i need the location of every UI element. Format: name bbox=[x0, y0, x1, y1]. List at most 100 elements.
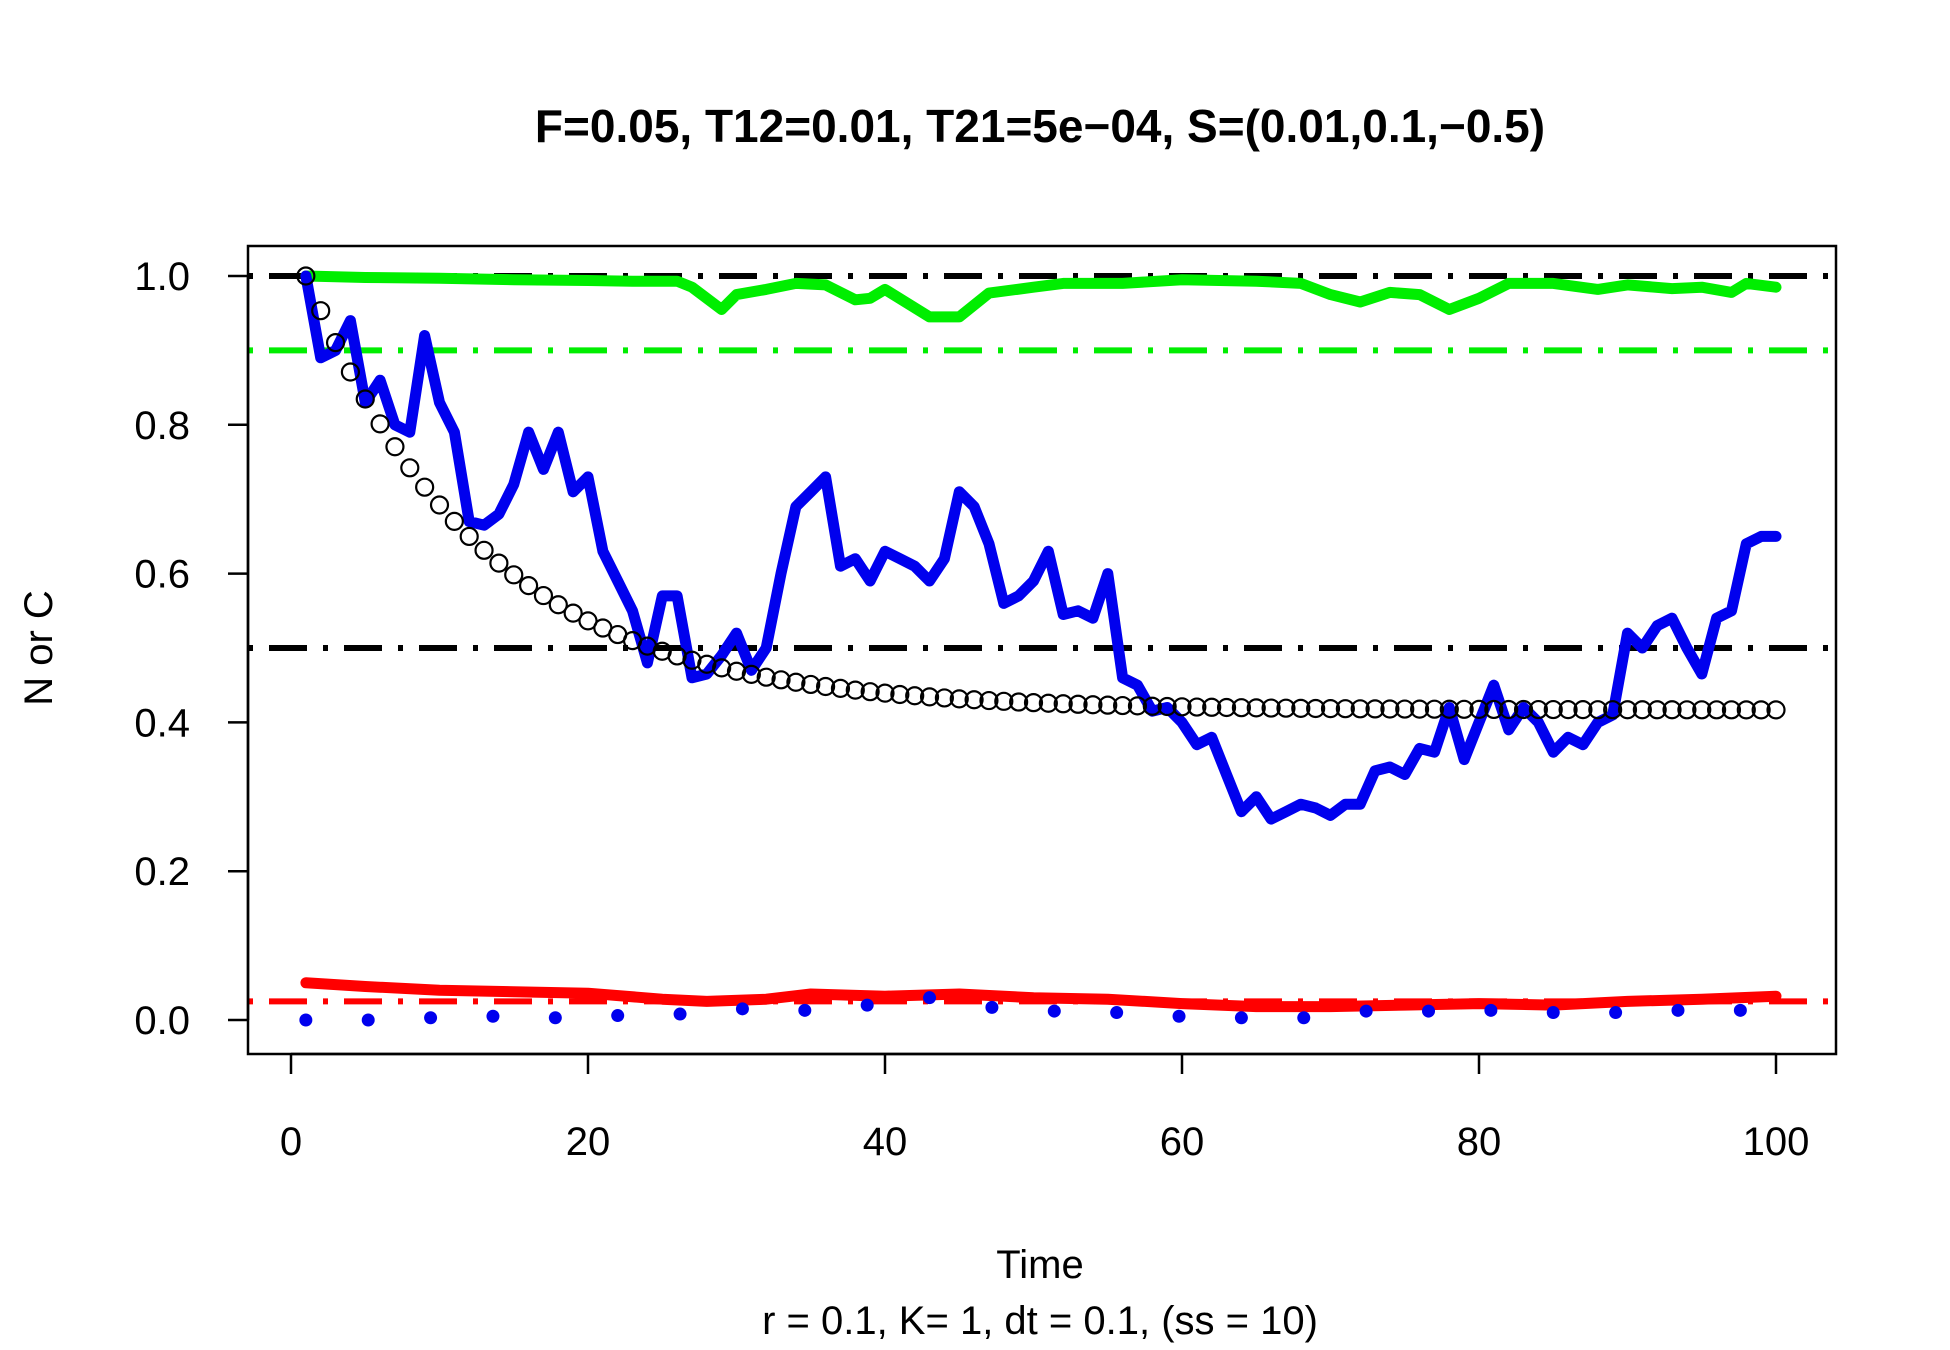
series-point bbox=[361, 1013, 375, 1027]
series-marker-circle bbox=[845, 680, 865, 700]
series-marker-circle bbox=[1306, 698, 1326, 719]
chart-subtitle: r = 0.1, K= 1, dt = 0.1, (ss = 10) bbox=[762, 1299, 1318, 1343]
plot-frame bbox=[246, 244, 1838, 1056]
series-marker-circle bbox=[1647, 700, 1667, 720]
series-marker-circle bbox=[1706, 700, 1727, 720]
series-point bbox=[1733, 1003, 1747, 1017]
series-marker-circle bbox=[1009, 692, 1029, 712]
series-marker-circle bbox=[504, 565, 524, 585]
x-tick-label: 80 bbox=[1457, 1120, 1502, 1164]
series-marker-circle bbox=[1484, 699, 1504, 720]
series-point bbox=[1297, 1011, 1311, 1025]
series-point bbox=[1484, 1003, 1498, 1017]
series-marker-circle bbox=[1395, 699, 1415, 719]
series-marker-circle bbox=[311, 301, 331, 321]
y-axis-label: N or C bbox=[17, 590, 61, 706]
series-marker-circle bbox=[1335, 699, 1355, 719]
series-marker-circle bbox=[786, 672, 806, 692]
series-line-2 bbox=[300, 977, 1782, 1013]
series-point bbox=[923, 991, 937, 1005]
y-tick-label: 1.0 bbox=[134, 255, 190, 299]
series-marker-circle bbox=[429, 495, 450, 515]
x-tick-label: 0 bbox=[280, 1120, 302, 1164]
series-marker-circle bbox=[741, 664, 761, 684]
series-layer bbox=[296, 266, 1786, 1027]
series-marker-circle bbox=[1558, 700, 1578, 720]
series-point bbox=[860, 998, 874, 1012]
series-marker-circle bbox=[1127, 696, 1148, 716]
series-point bbox=[548, 1011, 562, 1025]
series-marker-circle bbox=[1409, 699, 1430, 719]
series-point bbox=[985, 1000, 999, 1014]
series-marker-circle bbox=[1172, 697, 1192, 717]
series-marker-circle bbox=[919, 687, 940, 707]
series-point bbox=[1234, 1011, 1248, 1025]
series-marker-circle bbox=[1142, 696, 1162, 716]
y-tick-label: 0.6 bbox=[134, 553, 190, 597]
series-marker-circle bbox=[459, 526, 479, 547]
y-tick-label: 0.0 bbox=[134, 999, 190, 1043]
series-marker-circle bbox=[771, 670, 791, 690]
series-marker-circle bbox=[949, 689, 969, 709]
chart-title: F=0.05, T12=0.01, T21=5e−04, S=(0.01,0.1… bbox=[535, 100, 1545, 152]
series-point bbox=[611, 1009, 625, 1023]
series-marker-circle bbox=[1068, 694, 1088, 714]
series-marker-circle bbox=[994, 691, 1014, 711]
series-marker-circle bbox=[489, 553, 509, 573]
series-marker-circle bbox=[979, 690, 999, 711]
series-marker-circle bbox=[830, 678, 851, 698]
series-marker-circle bbox=[370, 414, 390, 434]
y-tick-label: 0.8 bbox=[134, 404, 190, 448]
series-point bbox=[735, 1002, 749, 1016]
series-marker-circle bbox=[1246, 698, 1266, 718]
x-axis-label: Time bbox=[996, 1243, 1083, 1287]
series-marker-circle bbox=[1038, 693, 1058, 713]
series-marker-circle bbox=[1573, 700, 1593, 720]
series-marker-circle bbox=[518, 576, 539, 596]
series-marker-circle bbox=[1202, 697, 1222, 717]
series-marker-circle bbox=[1261, 698, 1281, 718]
series-marker-circle bbox=[1439, 699, 1459, 719]
series-point bbox=[673, 1007, 687, 1021]
series-point bbox=[486, 1009, 500, 1023]
series-marker-circle bbox=[1543, 699, 1563, 720]
series-marker-circle bbox=[1380, 699, 1400, 719]
y-tick-label: 0.2 bbox=[134, 850, 190, 894]
series-point bbox=[1422, 1004, 1436, 1018]
series-marker-circle bbox=[1216, 697, 1237, 718]
x-tick-label: 20 bbox=[566, 1120, 611, 1164]
series-marker-circle bbox=[726, 661, 747, 681]
series-marker-circle bbox=[548, 595, 568, 615]
series-marker-circle bbox=[1320, 698, 1341, 719]
series-marker-circle bbox=[1231, 698, 1252, 718]
series-marker-circle bbox=[1588, 700, 1608, 720]
series-marker-circle bbox=[296, 266, 316, 286]
series-marker-circle bbox=[340, 362, 360, 382]
series-point bbox=[299, 1013, 313, 1027]
series-marker-circle bbox=[1677, 700, 1697, 720]
series-line-1 bbox=[300, 270, 1782, 825]
x-tick-label: 60 bbox=[1160, 1120, 1205, 1164]
series-marker-circle bbox=[563, 603, 583, 623]
series-marker-circle bbox=[1528, 699, 1549, 720]
series-point bbox=[1047, 1004, 1061, 1018]
series-marker-circle bbox=[1424, 699, 1445, 719]
series-marker-circle bbox=[875, 683, 895, 703]
series-marker-circle bbox=[1083, 695, 1103, 715]
y-tick-label: 0.4 bbox=[134, 701, 190, 745]
x-tick-label: 100 bbox=[1743, 1120, 1810, 1164]
series-marker-circle bbox=[1098, 695, 1118, 715]
series-point bbox=[1609, 1006, 1623, 1020]
series-marker-circle bbox=[1454, 699, 1474, 719]
series-marker-circle bbox=[385, 437, 405, 457]
series-marker-circle bbox=[890, 684, 910, 705]
series-marker-circle bbox=[1662, 700, 1682, 720]
series-marker-circle bbox=[1469, 699, 1489, 719]
series-marker-circle bbox=[1350, 699, 1370, 719]
series-marker-circle bbox=[1291, 698, 1311, 718]
series-point bbox=[1546, 1006, 1560, 1020]
series-marker-circle bbox=[474, 540, 494, 560]
series-marker-circle bbox=[415, 477, 435, 497]
